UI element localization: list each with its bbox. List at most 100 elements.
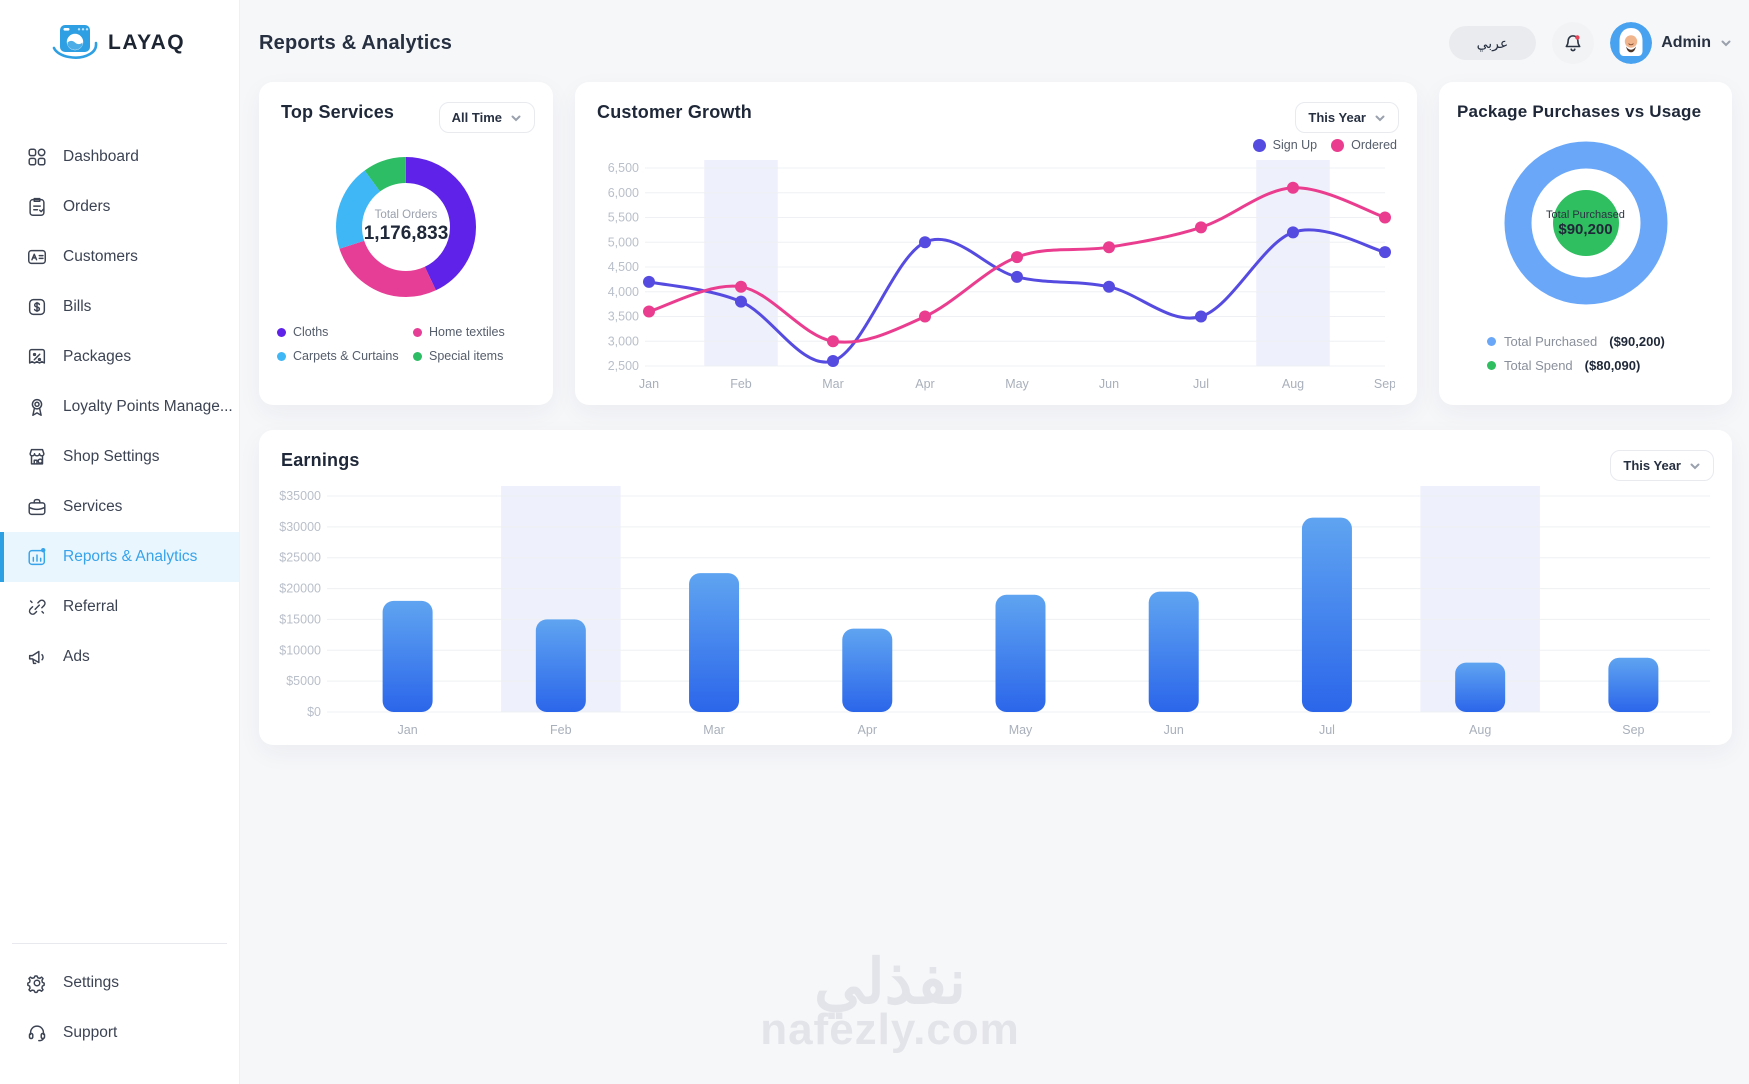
svg-text:Jun: Jun xyxy=(1164,723,1184,737)
sidebar-item-reports-analytics[interactable]: Reports & Analytics xyxy=(0,532,239,582)
customer-growth-filter-dropdown[interactable]: This Year xyxy=(1295,102,1399,133)
svg-text:6,000: 6,000 xyxy=(608,186,639,200)
legend-item: Ordered xyxy=(1331,138,1397,152)
sidebar-item-label: Dashboard xyxy=(63,148,139,165)
sidebar-item-ads[interactable]: Ads xyxy=(0,632,239,682)
legend-item: Home textiles xyxy=(413,325,539,339)
svg-text:May: May xyxy=(1009,723,1033,737)
legend-dot xyxy=(277,351,286,361)
legend-dot xyxy=(277,327,286,337)
legend-item: Cloths xyxy=(277,325,399,339)
svg-text:Feb: Feb xyxy=(730,377,752,391)
washing-machine-logo-icon xyxy=(52,25,98,59)
top-services-title: Top Services xyxy=(281,102,395,122)
svg-text:Jun: Jun xyxy=(1099,377,1119,391)
language-toggle-button[interactable]: عربي xyxy=(1448,26,1537,60)
customer-growth-legend: Sign Up Ordered xyxy=(1252,138,1397,152)
svg-text:4,000: 4,000 xyxy=(608,285,639,299)
avatar xyxy=(1610,22,1653,64)
svg-text:Jan: Jan xyxy=(398,723,418,737)
top-services-donut-chart: Total Orders 1,176,833 xyxy=(326,147,486,307)
svg-text:Sep: Sep xyxy=(1374,377,1395,391)
sidebar-item-label: Orders xyxy=(63,198,111,215)
svg-text:$5000: $5000 xyxy=(286,674,321,688)
svg-text:Sep: Sep xyxy=(1622,723,1644,737)
legend-item: Carpets & Curtains xyxy=(277,349,399,363)
packages-ticket-icon xyxy=(28,348,46,364)
chevron-down-icon xyxy=(511,115,521,121)
customer-growth-title: Customer Growth xyxy=(597,102,753,122)
svg-text:Jul: Jul xyxy=(1193,377,1209,391)
total-spend-amount: ($80,090) xyxy=(1584,358,1641,373)
settings-gear-icon xyxy=(27,975,45,994)
user-menu[interactable]: Admin xyxy=(1610,22,1732,64)
svg-text:Apr: Apr xyxy=(858,723,877,737)
customer-growth-card: Customer Growth This Year Sign Up Ordere… xyxy=(575,82,1417,405)
svg-text:Apr: Apr xyxy=(915,377,934,391)
svg-text:Aug: Aug xyxy=(1282,377,1304,391)
svg-text:Mar: Mar xyxy=(703,723,725,737)
legend-item: Special items xyxy=(413,349,539,363)
sidebar-item-label: Referral xyxy=(63,598,119,615)
svg-text:4,500: 4,500 xyxy=(608,260,639,274)
svg-text:3,500: 3,500 xyxy=(608,310,639,324)
sidebar-item-label: Support xyxy=(63,1024,118,1041)
legend-item: Sign Up xyxy=(1252,138,1317,152)
sidebar-item-services[interactable]: Services xyxy=(0,482,239,532)
svg-text:3,000: 3,000 xyxy=(608,334,639,348)
page-title: Reports & Analytics xyxy=(259,31,453,54)
sidebar-item-shop-settings[interactable]: Shop Settings xyxy=(0,432,239,482)
sidebar-item-label: Customers xyxy=(63,248,138,265)
sidebar-item-label: Loyalty Points Manage... xyxy=(63,398,233,415)
svg-text:$35000: $35000 xyxy=(279,489,321,503)
bell-icon xyxy=(1565,35,1581,52)
chevron-down-icon xyxy=(1375,115,1385,121)
legend-dot xyxy=(1331,138,1345,152)
sidebar-item-referral[interactable]: Referral xyxy=(0,582,239,632)
package-legend: Total Purchased ($90,200) Total Spend ($… xyxy=(1439,308,1732,373)
sidebar-item-customers[interactable]: Customers xyxy=(0,232,239,282)
notification-dot xyxy=(1575,35,1580,40)
svg-text:$10000: $10000 xyxy=(279,643,321,657)
customers-idcard-icon xyxy=(28,249,46,265)
legend-dot xyxy=(413,351,422,361)
sidebar-item-loyalty-points[interactable]: Loyalty Points Manage... xyxy=(0,382,239,432)
sidebar-item-packages[interactable]: Packages xyxy=(0,332,239,382)
shop-settings-store-icon xyxy=(29,448,45,465)
svg-text:$15000: $15000 xyxy=(279,612,321,626)
svg-text:Aug: Aug xyxy=(1469,723,1491,737)
sidebar-item-label: Packages xyxy=(63,348,132,365)
legend-dot xyxy=(1487,361,1496,370)
earnings-bar-chart: $0 $5000 $10000 $15000 $20000 $25000 $30000 $35… xyxy=(279,486,1710,737)
brand-logo[interactable]: LAYAQ xyxy=(0,0,239,64)
earnings-filter-dropdown[interactable]: This Year xyxy=(1610,450,1714,481)
svg-text:6,500: 6,500 xyxy=(608,161,639,175)
chevron-down-icon xyxy=(1721,40,1731,47)
sidebar-item-label: Bills xyxy=(63,298,92,315)
sidebar-item-label: Shop Settings xyxy=(63,448,160,465)
brand-name: LAYAQ xyxy=(108,31,186,54)
sidebar-item-support[interactable]: Support xyxy=(0,1008,239,1058)
earnings-card: Earnings This Year $0 $5000 $10000 $15000 $2… xyxy=(259,430,1732,745)
svg-text:$30000: $30000 xyxy=(279,520,321,534)
svg-text:5,000: 5,000 xyxy=(608,235,639,249)
svg-text:$25000: $25000 xyxy=(279,551,321,565)
package-purchases-title: Package Purchases vs Usage xyxy=(1457,102,1702,121)
sidebar-item-dashboard[interactable]: Dashboard xyxy=(0,132,239,182)
dashboard-grid-icon xyxy=(28,148,46,166)
notifications-button[interactable] xyxy=(1552,22,1595,64)
sidebar-footer: Settings Support xyxy=(0,943,239,1084)
svg-text:Mar: Mar xyxy=(822,377,844,391)
legend-item: Total Spend ($80,090) xyxy=(1487,358,1732,373)
svg-text:$20000: $20000 xyxy=(279,582,321,596)
main-content: Reports & Analytics عربي xyxy=(240,0,1749,1084)
bills-dollar-icon xyxy=(28,298,46,316)
sidebar-item-orders[interactable]: Orders xyxy=(0,182,239,232)
sidebar-item-bills[interactable]: Bills xyxy=(0,282,239,332)
package-donut-chart: Total Purchased $90,200 xyxy=(1501,138,1671,308)
sidebar-item-settings[interactable]: Settings xyxy=(0,958,239,1008)
top-services-filter-dropdown[interactable]: All Time xyxy=(438,102,535,133)
legend-item: Total Purchased ($90,200) xyxy=(1487,334,1732,349)
svg-text:Jan: Jan xyxy=(639,377,659,391)
sidebar: LAYAQ Dashboard Orders Customers Bills P… xyxy=(0,0,240,1084)
